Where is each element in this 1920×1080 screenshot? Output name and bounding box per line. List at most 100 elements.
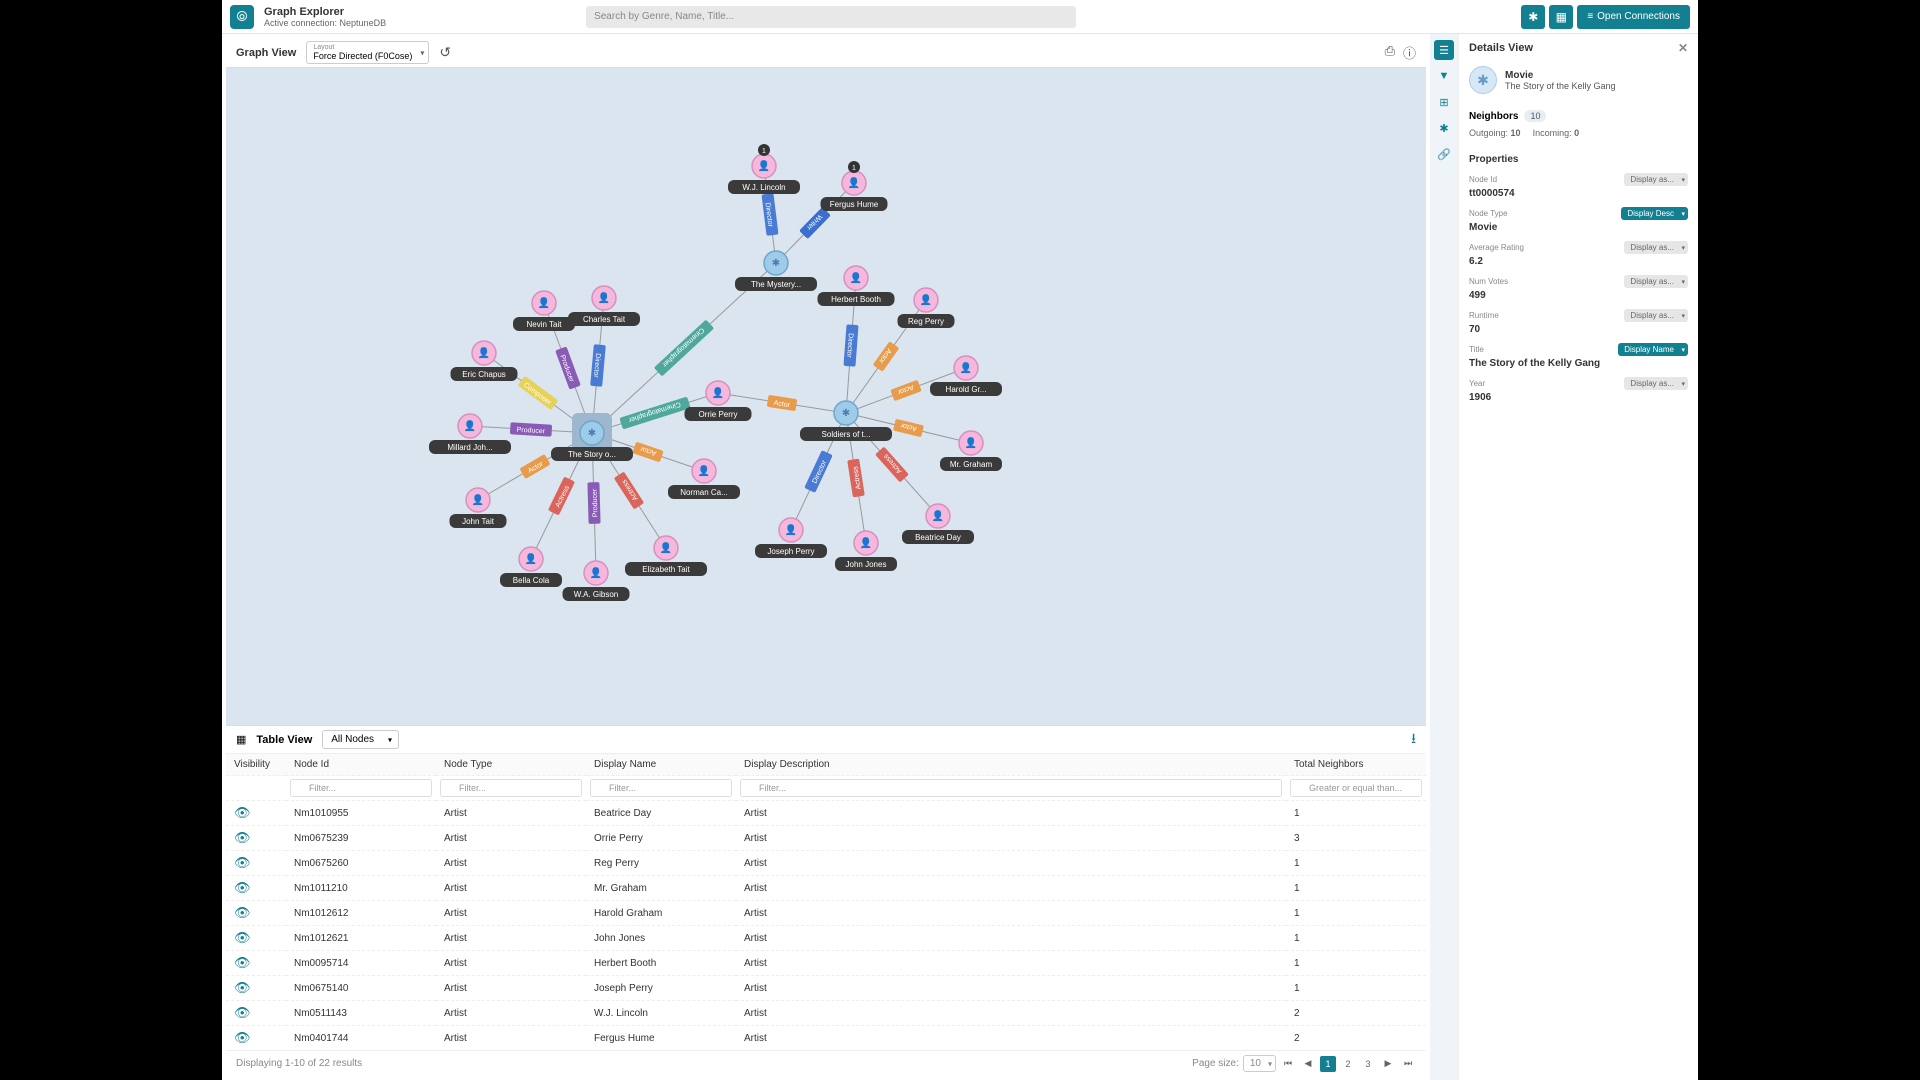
column-filter[interactable]: Filter... [440,779,582,797]
link-rail-icon[interactable]: 🔗 [1434,144,1454,164]
svg-text:👤: 👤 [464,419,476,432]
page-size-select[interactable]: 10 [1243,1055,1276,1072]
graph-canvas[interactable]: DirectorWriterCinematographerProducerDir… [226,68,1426,725]
graph-node[interactable]: 👤Fergus Hume1 [821,161,888,211]
column-filter[interactable]: Filter... [290,779,432,797]
page-number[interactable]: 1 [1320,1056,1336,1072]
visibility-icon[interactable]: 👁 [234,980,251,995]
graph-node[interactable]: 👤W.J. Lincoln1 [728,144,800,194]
display-mode-select[interactable]: Display as... [1624,309,1688,322]
close-icon[interactable]: ✕ [1678,41,1688,55]
table-row[interactable]: 👁 Nm0095714Artist Herbert BoothArtist 1 [226,951,1426,976]
visibility-icon[interactable]: 👁 [234,855,251,870]
display-mode-select[interactable]: Display Desc [1621,207,1688,220]
svg-text:👤: 👤 [785,523,797,536]
graph-node[interactable]: 👤Charles Tait [568,286,640,326]
table-row[interactable]: 👁 Nm0675260Artist Reg PerryArtist 1 [226,851,1426,876]
graph-node[interactable]: 👤Norman Ca... [668,459,740,499]
svg-text:Orrie Perry: Orrie Perry [698,410,737,419]
expand-rail-icon[interactable]: ⊞ [1434,92,1454,112]
column-filter[interactable]: Filter... [590,779,732,797]
table-row[interactable]: 👁 Nm1010955Artist Beatrice DayArtist 1 [226,801,1426,826]
visibility-icon[interactable]: 👁 [234,1030,251,1045]
page-last-icon[interactable]: ⏭ [1400,1056,1416,1072]
graph-node[interactable]: 👤 Joseph Perry [755,518,827,558]
table-row[interactable]: 👁 Nm1012612Artist Harold GrahamArtist 1 [226,901,1426,926]
svg-text:👤: 👤 [932,509,944,522]
column-filter[interactable]: Greater or equal than... [1290,779,1422,797]
page-number[interactable]: 3 [1360,1056,1376,1072]
display-mode-select[interactable]: Display as... [1624,377,1688,390]
display-mode-select[interactable]: Display as... [1624,173,1688,186]
visibility-icon[interactable]: 👁 [234,880,251,895]
visibility-icon[interactable]: 👁 [234,905,251,920]
display-mode-select[interactable]: Display as... [1624,241,1688,254]
page-prev-icon[interactable]: ◀ [1300,1056,1316,1072]
svg-text:Joseph Perry: Joseph Perry [767,547,814,556]
visibility-icon[interactable]: 👁 [234,805,251,820]
filter-rail-icon[interactable]: ▼ [1434,66,1454,86]
download-icon[interactable]: ⭳ [1411,728,1416,752]
column-header[interactable]: Visibility [226,754,286,776]
column-filter[interactable]: Filter... [740,779,1282,797]
svg-text:👤: 👤 [660,541,672,554]
node-filter-select[interactable]: All Nodes [322,730,399,749]
column-header[interactable]: Display Description [736,754,1286,776]
graph-icon[interactable]: ✱ [1521,5,1545,29]
pager: Page size: 10 ⏮ ◀ 123 ▶ ⏭ [1192,1055,1416,1072]
page-next-icon[interactable]: ▶ [1380,1056,1396,1072]
column-header[interactable]: Display Name [586,754,736,776]
visibility-icon[interactable]: 👁 [234,830,251,845]
svg-text:The Story o...: The Story o... [568,450,616,459]
svg-text:✱: ✱ [588,428,596,439]
graph-node[interactable]: 👤Harold Gr... [930,356,1002,396]
table-row[interactable]: 👁 Nm0675140Artist Joseph PerryArtist 1 [226,976,1426,1001]
display-mode-select[interactable]: Display as... [1624,275,1688,288]
graph-node[interactable]: 👤Mr. Graham [940,431,1002,471]
graph-node[interactable]: 👤Eric Chapus [451,341,518,381]
graph-node[interactable]: 👤John Jones [835,531,897,571]
table-row[interactable]: 👁 Nm1011210Artist Mr. GrahamArtist 1 [226,876,1426,901]
details-node-type: Movie [1505,70,1616,81]
app-title: Graph Explorer [264,6,386,18]
graph-node[interactable]: 👤Herbert Booth [818,266,895,306]
table-row[interactable]: 👁 Nm0675239Artist Orrie PerryArtist 3 [226,826,1426,851]
page-number[interactable]: 2 [1340,1056,1356,1072]
graph-node[interactable]: 👤Nevin Tait [513,291,575,331]
svg-text:👤: 👤 [850,271,862,284]
visibility-icon[interactable]: 👁 [234,930,251,945]
column-header[interactable]: Node Type [436,754,586,776]
graph-node[interactable]: 👤Beatrice Day [902,504,974,544]
display-mode-select[interactable]: Display Name [1618,343,1688,356]
column-header[interactable]: Node Id [286,754,436,776]
graph-node[interactable]: 👤Millard Joh... [429,414,511,454]
table-row[interactable]: 👁 Nm0511143Artist W.J. LincolnArtist 2 [226,1001,1426,1026]
visibility-icon[interactable]: 👁 [234,955,251,970]
svg-text:Harold Gr...: Harold Gr... [946,385,987,394]
graph-node[interactable]: 👤Elizabeth Tait [625,536,707,576]
topbar: ⦾ Graph Explorer Active connection: Nept… [222,0,1698,34]
graph-node[interactable]: 👤Reg Perry [898,288,955,328]
table-row[interactable]: 👁 Nm0401744Artist Fergus HumeArtist 2 [226,1026,1426,1051]
page-first-icon[interactable]: ⏮ [1280,1056,1296,1072]
visibility-icon[interactable]: 👁 [234,1005,251,1020]
layout-select[interactable]: Layout Force Directed (F0Cose) [306,41,429,64]
movie-icon: ✱ [1469,66,1497,94]
graph-node[interactable]: ✱The Mystery... [735,251,817,291]
column-header[interactable]: Total Neighbors [1286,754,1426,776]
screenshot-icon[interactable]: ⎙ [1385,43,1395,62]
property-row: Average Rating Display as... 6.2 [1459,237,1698,271]
reset-icon[interactable]: ↺ [439,44,451,61]
graph-node[interactable]: 👤John Tait [450,488,507,528]
search-input[interactable]: Search by Genre, Name, Title... [586,6,1076,28]
svg-text:Cinematographer: Cinematographer [660,326,705,368]
open-connections-button[interactable]: ≡ Open Connections [1577,5,1690,29]
graph-node[interactable]: 👤Bella Cola [500,547,562,587]
info-icon[interactable]: ⓘ [1403,43,1416,62]
table-icon[interactable]: ▦ [1549,5,1573,29]
table-row[interactable]: 👁 Nm1012621Artist John JonesArtist 1 [226,926,1426,951]
network-rail-icon[interactable]: ✱ [1434,118,1454,138]
graph-node[interactable]: 👤Orrie Perry [685,381,752,421]
graph-node[interactable]: 👤W.A. Gibson [563,561,630,601]
details-rail-icon[interactable]: ☰ [1434,40,1454,60]
